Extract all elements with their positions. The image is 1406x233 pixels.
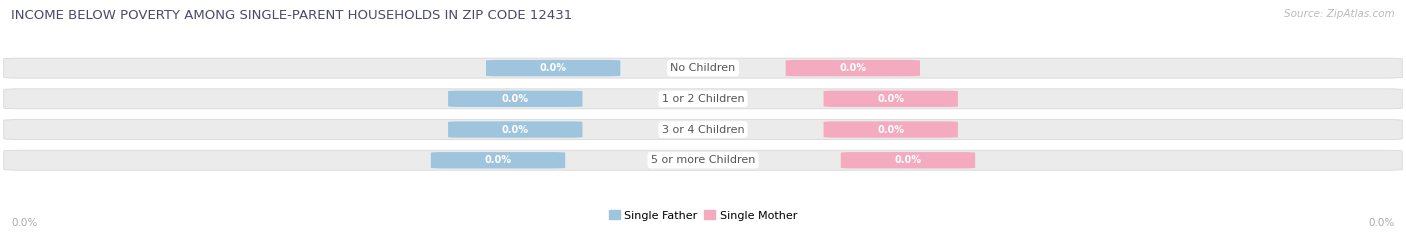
Text: 0.0%: 0.0% [894,155,921,165]
Text: Source: ZipAtlas.com: Source: ZipAtlas.com [1284,9,1395,19]
FancyBboxPatch shape [449,121,582,138]
Text: 0.0%: 0.0% [485,155,512,165]
FancyBboxPatch shape [786,60,920,76]
FancyBboxPatch shape [4,120,1402,140]
Text: 3 or 4 Children: 3 or 4 Children [662,124,744,134]
FancyBboxPatch shape [430,152,565,168]
FancyBboxPatch shape [824,121,957,138]
Text: 1 or 2 Children: 1 or 2 Children [662,94,744,104]
Text: 0.0%: 0.0% [877,94,904,104]
Legend: Single Father, Single Mother: Single Father, Single Mother [605,206,801,225]
FancyBboxPatch shape [824,91,957,107]
FancyBboxPatch shape [486,60,620,76]
Text: 0.0%: 0.0% [877,124,904,134]
Text: 0.0%: 0.0% [839,63,866,73]
FancyBboxPatch shape [841,152,976,168]
Text: 0.0%: 0.0% [502,124,529,134]
FancyBboxPatch shape [4,58,1402,78]
Text: 0.0%: 0.0% [1368,218,1395,228]
FancyBboxPatch shape [4,89,1402,109]
FancyBboxPatch shape [4,150,1402,170]
Text: 0.0%: 0.0% [502,94,529,104]
Text: 5 or more Children: 5 or more Children [651,155,755,165]
FancyBboxPatch shape [449,91,582,107]
Text: 0.0%: 0.0% [11,218,38,228]
Text: 0.0%: 0.0% [540,63,567,73]
Text: INCOME BELOW POVERTY AMONG SINGLE-PARENT HOUSEHOLDS IN ZIP CODE 12431: INCOME BELOW POVERTY AMONG SINGLE-PARENT… [11,9,572,22]
Text: No Children: No Children [671,63,735,73]
